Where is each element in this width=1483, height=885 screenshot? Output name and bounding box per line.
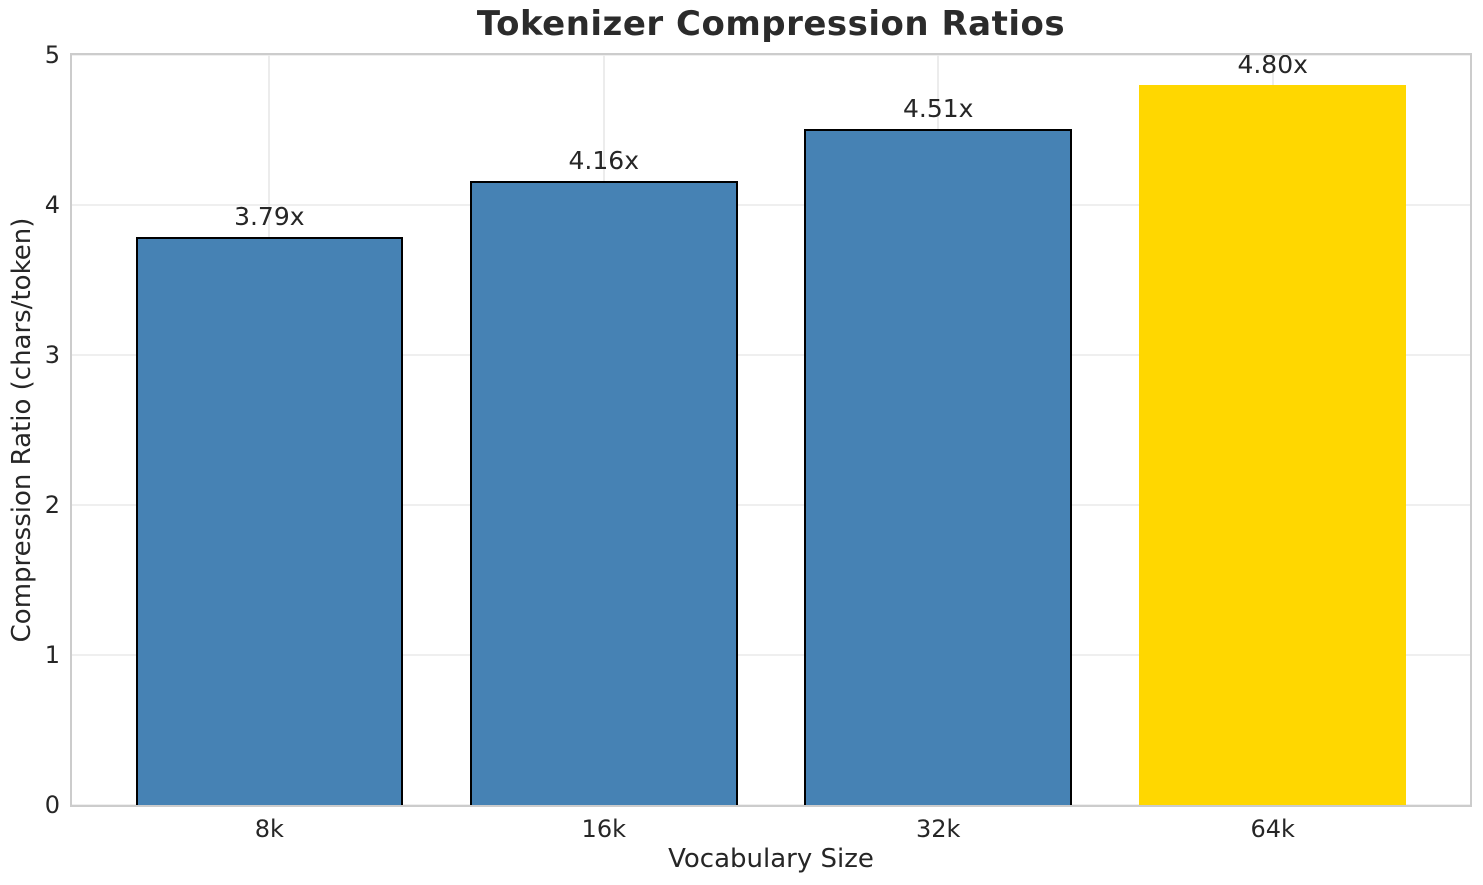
plot-area: 3.79x 4.16x 4.51x 4.80x [70, 50, 1472, 807]
x-tick-label: 8k [254, 815, 284, 843]
y-axis-ticks: 0 1 2 3 4 5 [0, 41, 60, 819]
gridline-horizontal [72, 654, 1470, 656]
chart-title: Tokenizer Compression Ratios [476, 4, 1066, 44]
x-tick-label: 32k [916, 815, 961, 843]
bar-value-label: 4.16x [568, 146, 639, 175]
x-axis-ticks: 8k 16k 32k 64k [72, 810, 1470, 846]
gridline-horizontal [72, 204, 1470, 206]
bar [135, 236, 404, 805]
bar [469, 181, 738, 805]
bar [804, 128, 1072, 805]
y-tick-label: 1 [44, 641, 60, 669]
bar-value-label: 4.80x [1237, 50, 1308, 79]
y-tick-label: 3 [44, 341, 60, 369]
x-tick-label: 64k [1250, 815, 1295, 843]
bar-value-label: 3.79x [234, 201, 305, 231]
y-tick-label: 0 [44, 791, 60, 819]
x-tick-label: 16k [581, 815, 626, 843]
bar-value-label: 4.51x [902, 93, 974, 123]
gridline-horizontal [72, 354, 1470, 356]
y-tick-label: 4 [44, 191, 60, 219]
y-tick-label: 5 [44, 41, 60, 69]
gridline-horizontal [72, 504, 1470, 506]
y-tick-label: 2 [44, 491, 60, 519]
bar [1138, 85, 1407, 805]
x-axis-label: Vocabulary Size [668, 844, 874, 874]
gridline-horizontal [72, 54, 1470, 56]
